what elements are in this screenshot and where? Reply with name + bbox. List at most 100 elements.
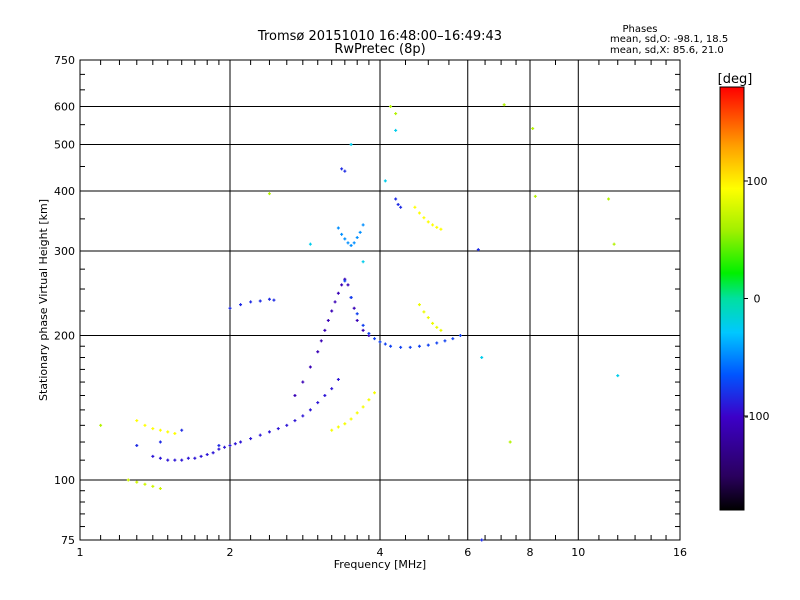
colorbar bbox=[719, 86, 745, 511]
data-point bbox=[399, 345, 403, 349]
data-point bbox=[426, 343, 430, 347]
data-point bbox=[143, 482, 147, 486]
data-point bbox=[349, 417, 353, 421]
data-point bbox=[361, 223, 365, 227]
data-point bbox=[343, 422, 347, 426]
data-point bbox=[417, 303, 421, 307]
x-axis-label: Frequency [MHz] bbox=[334, 558, 426, 571]
data-point bbox=[476, 248, 480, 252]
data-point bbox=[301, 414, 305, 418]
data-point bbox=[166, 430, 170, 434]
x-tick-label: 2 bbox=[227, 546, 234, 559]
chart-title: Tromsø 20151010 16:48:00–16:49:43 bbox=[257, 29, 502, 44]
data-point bbox=[355, 411, 359, 415]
y-tick-label: 500 bbox=[54, 139, 75, 152]
data-point bbox=[166, 458, 170, 462]
y-tick-label: 600 bbox=[54, 101, 75, 114]
data-point bbox=[158, 487, 162, 491]
x-tick-label: 4 bbox=[377, 546, 384, 559]
y-tick-label: 750 bbox=[54, 54, 75, 67]
data-point bbox=[293, 394, 297, 398]
data-point bbox=[151, 427, 155, 431]
data-point bbox=[301, 380, 305, 384]
data-point bbox=[158, 428, 162, 432]
y-tick-label: 200 bbox=[54, 330, 75, 343]
y-tick-label: 400 bbox=[54, 185, 75, 198]
data-point bbox=[272, 298, 276, 302]
data-point bbox=[431, 321, 435, 325]
data-point bbox=[435, 325, 439, 329]
data-point bbox=[607, 197, 611, 201]
y-tick-label: 100 bbox=[54, 474, 75, 487]
data-point bbox=[349, 143, 353, 147]
data-point bbox=[394, 197, 398, 201]
data-point bbox=[217, 444, 221, 448]
data-point bbox=[422, 310, 426, 314]
data-point bbox=[439, 328, 443, 332]
data-point bbox=[355, 236, 359, 240]
data-point bbox=[199, 454, 203, 458]
data-points bbox=[99, 103, 620, 542]
data-point bbox=[249, 300, 253, 304]
data-point bbox=[367, 331, 371, 335]
data-point bbox=[211, 451, 215, 455]
data-point bbox=[531, 126, 535, 130]
data-point bbox=[276, 427, 280, 431]
axis-ticks: 1 2 4 6 8 10 16 75 100 200 300 400 500 600 750 bbox=[54, 54, 687, 559]
data-point bbox=[373, 337, 377, 341]
data-point bbox=[333, 300, 337, 304]
x-tick-label: 8 bbox=[527, 546, 534, 559]
data-point bbox=[346, 241, 350, 245]
data-point bbox=[223, 445, 227, 449]
data-point bbox=[343, 237, 347, 241]
data-point bbox=[349, 244, 353, 248]
data-point bbox=[355, 318, 359, 322]
data-point bbox=[378, 340, 382, 344]
data-point bbox=[612, 242, 616, 246]
data-point bbox=[258, 299, 262, 303]
data-point bbox=[330, 309, 334, 313]
data-point bbox=[361, 323, 365, 327]
data-point bbox=[267, 192, 271, 196]
data-point bbox=[135, 444, 139, 448]
data-point bbox=[343, 169, 347, 173]
y-axis-label: Stationary phase Virtual Height [km] bbox=[37, 199, 50, 401]
colorbar-ticks: 100 0 -100 bbox=[744, 175, 769, 423]
data-point bbox=[408, 345, 412, 349]
data-point bbox=[352, 306, 356, 310]
data-point bbox=[508, 440, 512, 444]
data-point bbox=[319, 339, 323, 343]
data-point bbox=[158, 456, 162, 460]
data-point bbox=[417, 211, 421, 215]
data-point bbox=[308, 365, 312, 369]
data-point bbox=[151, 454, 155, 458]
colorbar-label: [deg] bbox=[718, 72, 753, 87]
data-point bbox=[173, 458, 177, 462]
data-point bbox=[394, 128, 398, 132]
data-point bbox=[336, 377, 340, 381]
data-point bbox=[352, 241, 356, 245]
data-point bbox=[340, 283, 344, 287]
data-point bbox=[249, 437, 253, 441]
chart-subtitle: RwPretec (8p) bbox=[334, 42, 425, 57]
data-point bbox=[336, 291, 340, 295]
data-point bbox=[355, 312, 359, 316]
data-point bbox=[205, 453, 209, 457]
data-point bbox=[239, 303, 243, 307]
data-point bbox=[135, 480, 139, 484]
data-point bbox=[326, 318, 330, 322]
data-point bbox=[193, 456, 197, 460]
data-point bbox=[361, 328, 365, 332]
colorbar-tick-label: 0 bbox=[754, 293, 761, 306]
data-point bbox=[417, 344, 421, 348]
data-point bbox=[361, 405, 365, 409]
data-point bbox=[173, 432, 177, 436]
data-point bbox=[158, 440, 162, 444]
data-point bbox=[383, 179, 387, 183]
data-point bbox=[502, 103, 506, 107]
data-point bbox=[323, 328, 327, 332]
x-tick-label: 1 bbox=[77, 546, 84, 559]
data-point bbox=[239, 440, 243, 444]
y-tick-label: 75 bbox=[61, 534, 75, 547]
data-point bbox=[358, 230, 362, 234]
